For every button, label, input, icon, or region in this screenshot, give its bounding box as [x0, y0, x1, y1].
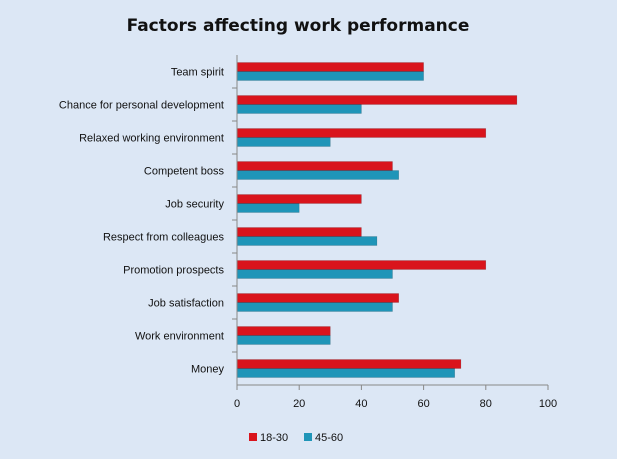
- category-label: Respect from colleagues: [103, 232, 225, 244]
- bar-45-60: [236, 269, 393, 279]
- bar-45-60: [236, 170, 399, 180]
- x-tick-label: 0: [234, 398, 240, 410]
- legend-label: 18-30: [260, 432, 288, 444]
- bar-18-30: [236, 95, 518, 105]
- x-axis-ticks: 0 20 40 60 80 100: [232, 87, 557, 410]
- category-label: Money: [191, 364, 225, 376]
- bar-18-30: [236, 293, 399, 303]
- bar-45-60: [236, 137, 331, 147]
- legend-swatch-45-60: [304, 433, 312, 441]
- bar-18-30: [236, 194, 362, 204]
- bar-45-60: [236, 302, 393, 312]
- bar-18-30: [236, 62, 424, 72]
- x-tick-label: 20: [293, 398, 305, 410]
- bar-18-30: [236, 359, 462, 369]
- x-tick-label: 40: [355, 398, 367, 410]
- x-tick-label: 80: [480, 398, 492, 410]
- bar-18-30: [236, 128, 487, 138]
- bar-45-60: [236, 236, 378, 246]
- chart-title: Factors affecting work performance: [127, 16, 470, 36]
- legend: 18-30 45-60: [249, 432, 343, 444]
- bar-45-60: [236, 335, 331, 345]
- category-label: Promotion prospects: [123, 265, 224, 277]
- bar-18-30: [236, 260, 487, 270]
- category-label: Job security: [165, 199, 224, 211]
- bar-45-60: [236, 368, 455, 378]
- bars: [236, 62, 518, 378]
- category-labels: Team spirit Chance for personal developme…: [59, 67, 225, 376]
- bar-45-60: [236, 203, 300, 213]
- bar-45-60: [236, 71, 424, 81]
- bar-18-30: [236, 326, 331, 336]
- bar-45-60: [236, 104, 362, 114]
- category-label: Team spirit: [171, 67, 224, 79]
- bar-18-30: [236, 161, 393, 171]
- bar-18-30: [236, 227, 362, 237]
- category-label: Work environment: [135, 331, 224, 343]
- category-label: Job satisfaction: [148, 298, 224, 310]
- x-tick-label: 100: [539, 398, 557, 410]
- x-tick-label: 60: [417, 398, 429, 410]
- legend-label: 45-60: [315, 432, 343, 444]
- category-label: Competent boss: [144, 166, 225, 178]
- category-label: Relaxed working environment: [79, 133, 224, 145]
- category-label: Chance for personal development: [59, 100, 224, 112]
- legend-swatch-18-30: [249, 433, 257, 441]
